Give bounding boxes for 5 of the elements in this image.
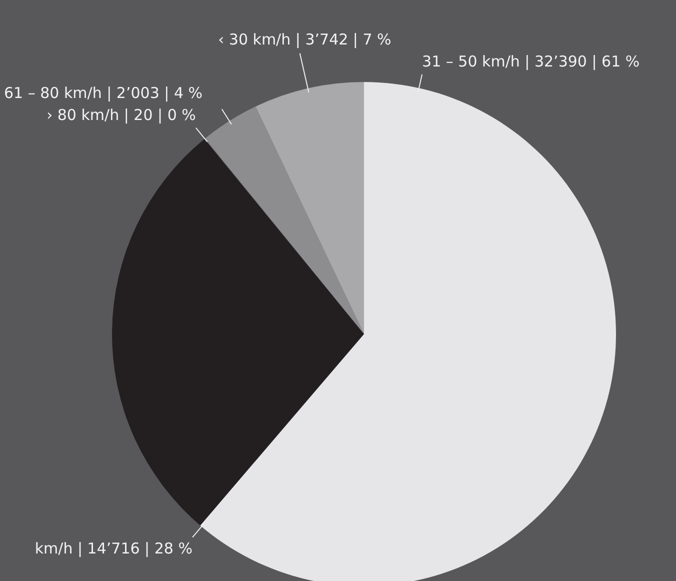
slice-label: 61 – 80 km/h | 2’003 | 4 % — [4, 84, 203, 102]
slice-label: 31 – 50 km/h | 32’390 | 61 % — [422, 52, 640, 70]
slice-label: km/h | 14’716 | 28 % — [34, 539, 192, 558]
slice-label: › 80 km/h | 20 | 0 % — [46, 106, 196, 124]
slice-label: ‹ 30 km/h | 3’742 | 7 % — [218, 30, 392, 49]
